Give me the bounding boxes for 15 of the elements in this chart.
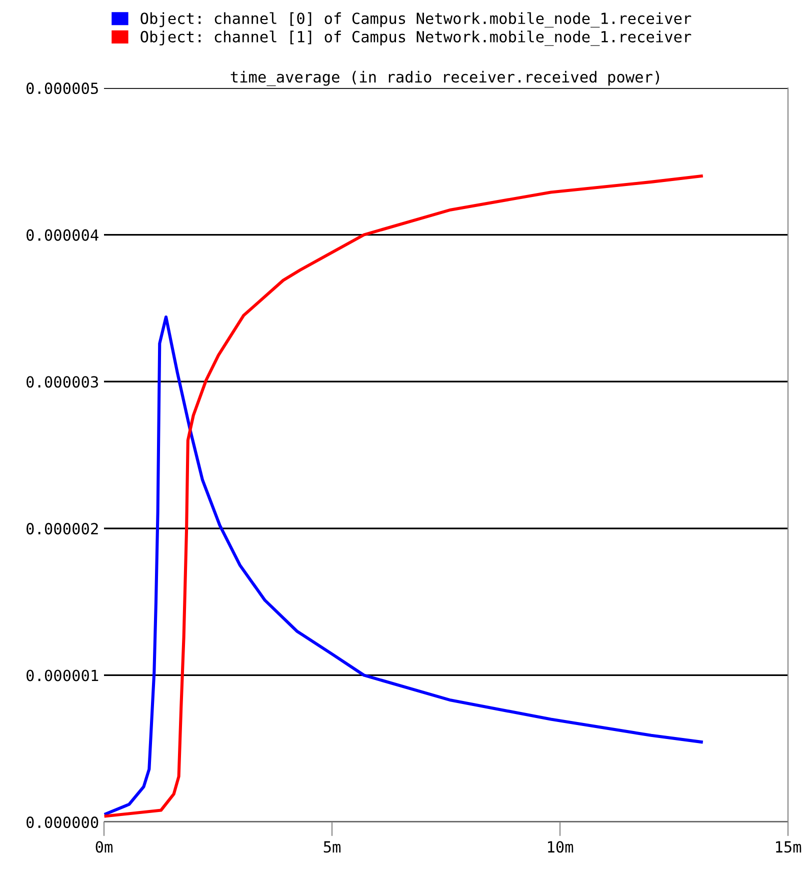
line-series — [104, 315, 703, 816]
line-series — [104, 174, 703, 818]
x-tick-label: 10m — [548, 841, 574, 853]
legend-label: Object: channel [1] of Campus Network.mobile_node_1.receiver — [140, 30, 692, 46]
legend-label: Object: channel [0] of Campus Network.mobile_node_1.receiver — [140, 12, 692, 28]
y-tick-label: 0.000000 — [26, 816, 98, 828]
chart-title: time_average (in radio receiver.received power) — [230, 70, 659, 86]
y-tick-label: 0.000003 — [26, 376, 98, 388]
y-tick-label: 0.000004 — [26, 229, 98, 241]
x-tick-label: 0m — [96, 841, 112, 853]
y-tick-label: 0.000001 — [26, 670, 98, 682]
y-tick-label: 0.000002 — [26, 522, 98, 534]
x-tick-label: 5m — [324, 841, 340, 853]
y-tick-label: 0.000005 — [26, 82, 98, 94]
x-tick-label: 15m — [776, 841, 802, 853]
